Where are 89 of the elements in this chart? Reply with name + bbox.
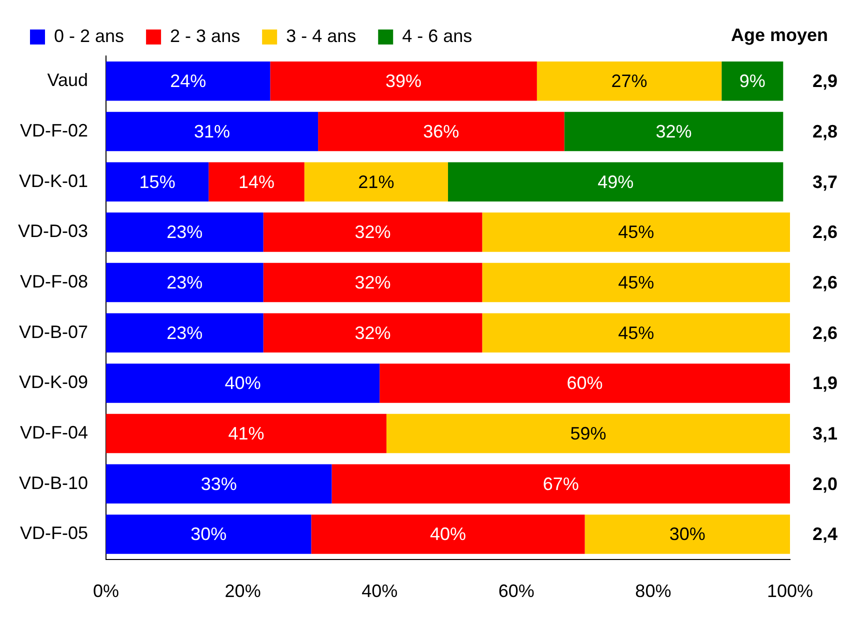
x-tick-label: 60% [498, 581, 534, 602]
x-tick-label: 100% [766, 581, 814, 602]
bar [482, 262, 790, 302]
bar [106, 313, 264, 353]
data-label: 32% [354, 322, 391, 343]
data-label: 24% [170, 71, 206, 92]
data-label: 32% [354, 272, 391, 292]
bar [106, 514, 312, 554]
y-tick-label: VD-B-07 [18, 322, 88, 342]
data-label: 49% [598, 172, 634, 192]
legend-label: 2 - 3 ans [170, 26, 240, 46]
y-tick-label: VD-B-10 [18, 472, 88, 493]
bar [318, 112, 564, 152]
data-label: 60% [566, 373, 603, 394]
data-label: 32% [656, 121, 692, 142]
x-tick-label: 0% [93, 581, 120, 602]
x-tick-label: 20% [224, 581, 261, 602]
y-tick-label: VD-F-04 [20, 422, 88, 443]
bar [386, 414, 790, 454]
bar [106, 162, 209, 202]
bar [311, 514, 585, 554]
text: 2,0 [812, 474, 838, 494]
data-label: 21% [358, 172, 394, 192]
text: 3,1 [812, 424, 838, 444]
data-label: 45% [618, 272, 654, 292]
data-label: 23% [166, 222, 203, 242]
data-label: 67% [542, 474, 579, 494]
bar [106, 262, 264, 302]
y-tick-label: VD-F-08 [20, 272, 88, 292]
y-tick-label: Vaud [47, 70, 88, 90]
x-tick-label: 80% [635, 581, 672, 602]
bar [448, 162, 784, 202]
bar [482, 313, 790, 353]
bar [564, 112, 784, 152]
data-label: 33% [200, 474, 237, 494]
bar [536, 62, 722, 101]
legend-label: 4 - 6 ans [402, 26, 472, 46]
bar [263, 313, 482, 353]
text: Age moyen [730, 24, 828, 45]
bar [208, 162, 304, 202]
bar [263, 262, 482, 302]
data-label: 9% [739, 71, 766, 92]
data-label: 41% [228, 424, 264, 444]
data-label: 45% [618, 322, 654, 343]
bar [304, 162, 448, 202]
bar [106, 62, 270, 101]
bar [106, 364, 380, 403]
text: 2,4 [812, 524, 838, 544]
data-label: 30% [190, 524, 227, 544]
bar [380, 364, 790, 403]
bar [270, 62, 537, 101]
bar [106, 112, 318, 152]
bar [584, 514, 790, 554]
data-label: 45% [618, 222, 654, 242]
bar [106, 464, 332, 504]
data-label: 39% [386, 71, 422, 92]
y-tick-label: VD-K-01 [18, 170, 88, 191]
bar [106, 414, 386, 454]
text: 2,6 [812, 272, 838, 292]
bar [332, 464, 790, 504]
bar [722, 62, 784, 101]
data-label: 27% [611, 71, 648, 92]
bar [482, 212, 790, 252]
text: 2,9 [812, 71, 838, 92]
data-label: 31% [194, 121, 230, 142]
y-tick-label: VD-K-09 [18, 372, 88, 392]
data-label: 14% [238, 172, 275, 192]
data-label: 23% [166, 322, 203, 343]
legend-label: 3 - 4 ans [286, 26, 356, 46]
data-label: 40% [224, 373, 261, 394]
data-label: 40% [430, 524, 466, 544]
text: 2,8 [812, 121, 838, 142]
data-label: 59% [570, 424, 606, 444]
y-tick-label: VD-D-03 [18, 221, 88, 242]
text: 2,6 [812, 322, 838, 343]
y-tick-label: VD-F-05 [20, 523, 88, 544]
text: 1,9 [812, 373, 838, 394]
data-label: 32% [354, 222, 391, 242]
legend-label: 0 - 2 ans [54, 26, 124, 46]
text: 2,6 [812, 222, 838, 242]
data-label: 23% [166, 272, 203, 292]
y-tick-label: VD-F-02 [20, 120, 88, 140]
bar [263, 212, 482, 252]
text: 3,7 [812, 172, 838, 192]
x-tick-label: 40% [362, 581, 398, 602]
bar [106, 212, 264, 252]
data-label: 15% [139, 172, 176, 192]
data-label: 36% [423, 121, 460, 142]
data-label: 30% [669, 524, 706, 544]
